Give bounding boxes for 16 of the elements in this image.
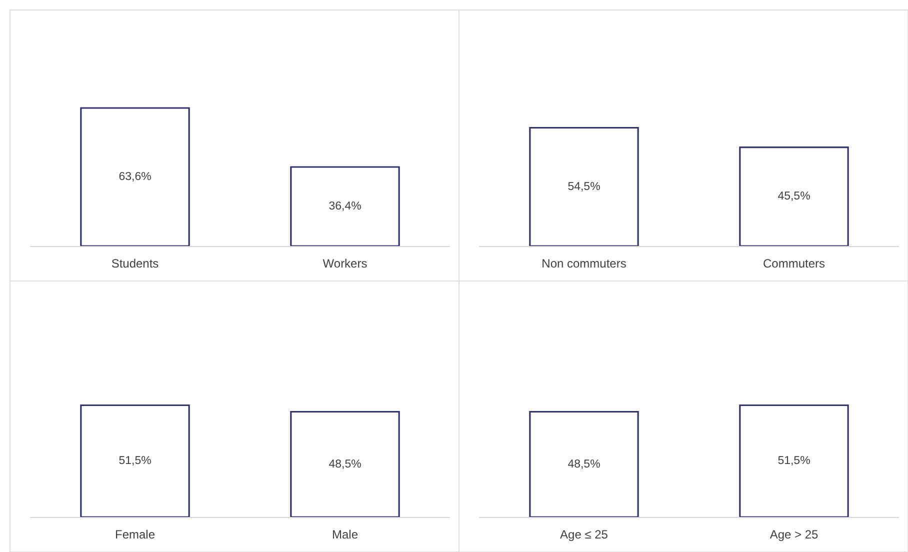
x-tick-label: Female <box>114 527 156 542</box>
data-label: 36,4% <box>328 200 362 213</box>
data-label: 63,6% <box>118 170 152 183</box>
data-label: 51,5% <box>118 455 152 468</box>
x-tick-label: Male <box>332 527 358 542</box>
data-label: 51,5% <box>778 455 810 468</box>
x-tick-label: Commuters <box>762 256 826 270</box>
data-label: 54,5% <box>568 180 600 193</box>
x-tick-label: Students <box>111 256 159 270</box>
data-label: 45,5% <box>778 190 810 203</box>
x-tick-label: Age ≤ 25 <box>560 527 608 542</box>
data-label: 48,5% <box>328 458 362 470</box>
x-tick-label: Non commuters <box>542 256 626 270</box>
x-tick-label: Workers <box>322 256 368 270</box>
data-label: 48,5% <box>568 458 600 470</box>
x-tick-label: Age > 25 <box>770 527 819 542</box>
